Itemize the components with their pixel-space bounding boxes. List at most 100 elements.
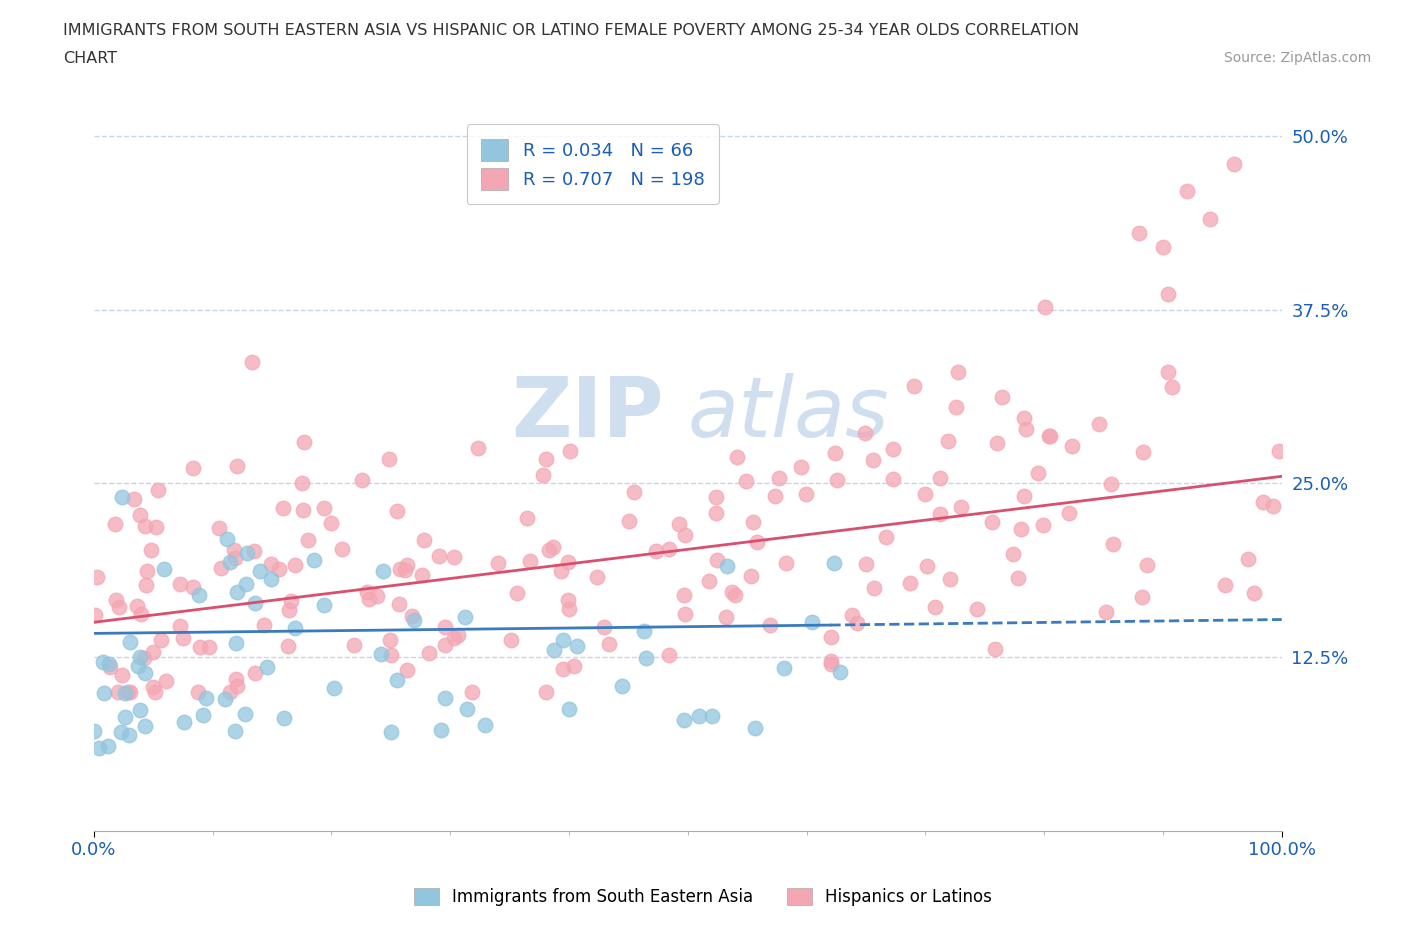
Point	[1213, 578, 1236, 592]
Point	[725, 450, 748, 465]
Point	[242, 544, 264, 559]
Legend: Immigrants from South Eastern Asia, Hispanics or Latinos: Immigrants from South Eastern Asia, Hisp…	[408, 881, 998, 912]
Point	[862, 452, 884, 467]
Point	[152, 562, 174, 577]
Point	[312, 500, 335, 515]
Point	[135, 578, 157, 592]
Point	[181, 579, 204, 594]
Point	[114, 710, 136, 724]
Point	[330, 542, 353, 557]
Point	[319, 515, 342, 530]
Point	[236, 545, 259, 560]
Point	[790, 459, 813, 474]
Point	[841, 607, 863, 622]
Point	[550, 564, 572, 578]
Point	[224, 551, 246, 565]
Point	[981, 514, 1004, 529]
Point	[557, 554, 579, 569]
Point	[304, 552, 326, 567]
Point	[291, 475, 314, 490]
Point	[117, 684, 139, 699]
Point	[673, 527, 696, 542]
Point	[882, 472, 904, 486]
Text: ZIP: ZIP	[512, 373, 664, 454]
Point	[610, 678, 633, 693]
Point	[356, 585, 378, 600]
Point	[169, 577, 191, 591]
Point	[1130, 590, 1153, 604]
Point	[173, 714, 195, 729]
Point	[1199, 212, 1222, 227]
Point	[875, 530, 897, 545]
Point	[256, 659, 278, 674]
Point	[149, 632, 172, 647]
Point	[388, 562, 411, 577]
Point	[380, 647, 402, 662]
Point	[706, 505, 728, 520]
Point	[284, 557, 307, 572]
Point	[83, 724, 105, 738]
Point	[658, 541, 681, 556]
Point	[499, 632, 522, 647]
Point	[342, 637, 364, 652]
Point	[429, 723, 451, 737]
Point	[460, 684, 482, 699]
Point	[143, 684, 166, 699]
Point	[688, 709, 710, 724]
Point	[623, 485, 645, 499]
Point	[1015, 421, 1038, 436]
Point	[235, 577, 257, 591]
Point	[735, 473, 758, 488]
Point	[794, 486, 817, 501]
Point	[1175, 184, 1198, 199]
Point	[277, 639, 299, 654]
Point	[396, 662, 419, 677]
Legend: R = 0.034   N = 66, R = 0.707   N = 198: R = 0.034 N = 66, R = 0.707 N = 198	[467, 125, 718, 205]
Point	[456, 701, 478, 716]
Point	[1010, 521, 1032, 536]
Point	[593, 619, 616, 634]
Point	[830, 665, 852, 680]
Point	[903, 379, 925, 393]
Point	[366, 589, 388, 604]
Point	[1039, 429, 1062, 444]
Point	[122, 491, 145, 506]
Point	[114, 685, 136, 700]
Point	[1128, 226, 1150, 241]
Point	[91, 655, 114, 670]
Point	[253, 618, 276, 632]
Point	[187, 684, 209, 699]
Point	[744, 721, 766, 736]
Text: atlas: atlas	[688, 373, 890, 454]
Point	[418, 645, 440, 660]
Point	[924, 599, 946, 614]
Point	[240, 354, 263, 369]
Point	[118, 635, 141, 650]
Point	[260, 572, 283, 587]
Point	[394, 563, 416, 578]
Point	[191, 708, 214, 723]
Point	[271, 501, 294, 516]
Point	[855, 557, 877, 572]
Point	[936, 433, 959, 448]
Point	[845, 615, 868, 630]
Point	[543, 540, 565, 555]
Point	[370, 646, 392, 661]
Point	[1157, 286, 1180, 301]
Point	[823, 556, 845, 571]
Point	[1261, 498, 1284, 513]
Point	[1033, 299, 1056, 314]
Point	[702, 709, 724, 724]
Point	[128, 703, 150, 718]
Point	[97, 739, 120, 754]
Point	[558, 602, 581, 617]
Point	[132, 650, 155, 665]
Point	[385, 672, 408, 687]
Point	[188, 640, 211, 655]
Point	[225, 636, 247, 651]
Point	[146, 483, 169, 498]
Point	[704, 489, 727, 504]
Point	[673, 606, 696, 621]
Point	[699, 574, 721, 589]
Point	[474, 717, 496, 732]
